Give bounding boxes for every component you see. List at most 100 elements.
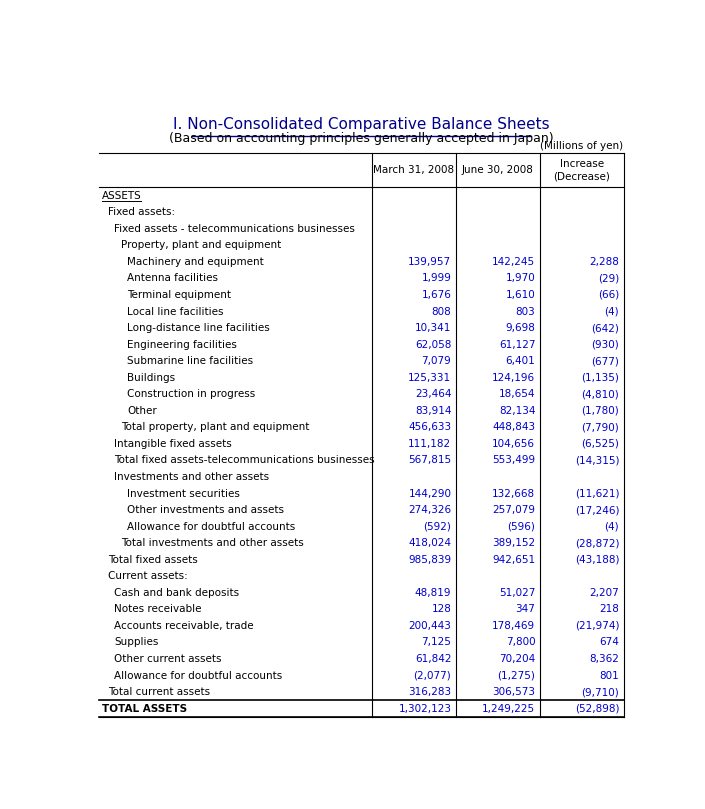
Text: Notes receivable: Notes receivable xyxy=(114,604,202,614)
Text: (592): (592) xyxy=(424,522,451,532)
Text: (642): (642) xyxy=(591,323,619,333)
Text: (43,188): (43,188) xyxy=(575,555,619,565)
Text: Total investments and other assets: Total investments and other assets xyxy=(121,538,303,549)
Text: Property, plant and equipment: Property, plant and equipment xyxy=(121,240,281,250)
Text: 2,288: 2,288 xyxy=(589,257,619,267)
Text: (1,275): (1,275) xyxy=(498,671,535,680)
Text: 61,127: 61,127 xyxy=(498,340,535,349)
Text: 1,302,123: 1,302,123 xyxy=(398,704,451,714)
Text: Accounts receivable, trade: Accounts receivable, trade xyxy=(114,621,254,631)
Text: (14,315): (14,315) xyxy=(575,455,619,465)
Text: 218: 218 xyxy=(599,604,619,614)
Text: 104,656: 104,656 xyxy=(492,438,535,449)
Text: 448,843: 448,843 xyxy=(492,422,535,432)
Text: 674: 674 xyxy=(599,637,619,647)
Text: 125,331: 125,331 xyxy=(408,373,451,383)
Text: Other: Other xyxy=(127,406,157,416)
Text: (29): (29) xyxy=(598,273,619,283)
Text: 985,839: 985,839 xyxy=(408,555,451,565)
Text: Total current assets: Total current assets xyxy=(108,687,210,697)
Text: 139,957: 139,957 xyxy=(408,257,451,267)
Text: 389,152: 389,152 xyxy=(492,538,535,549)
Text: Supplies: Supplies xyxy=(114,637,159,647)
Text: Current assets:: Current assets: xyxy=(108,571,188,581)
Text: Local line facilities: Local line facilities xyxy=(127,307,223,316)
Text: (4): (4) xyxy=(605,307,619,316)
Text: 82,134: 82,134 xyxy=(498,406,535,416)
Text: Allowance for doubtful accounts: Allowance for doubtful accounts xyxy=(114,671,283,680)
Text: 124,196: 124,196 xyxy=(492,373,535,383)
Text: 942,651: 942,651 xyxy=(492,555,535,565)
Text: 6,401: 6,401 xyxy=(505,356,535,366)
Text: TOTAL ASSETS: TOTAL ASSETS xyxy=(102,704,187,714)
Text: Cash and bank deposits: Cash and bank deposits xyxy=(114,588,240,598)
Text: 178,469: 178,469 xyxy=(492,621,535,631)
Text: 418,024: 418,024 xyxy=(408,538,451,549)
Text: 70,204: 70,204 xyxy=(499,654,535,664)
Text: (21,974): (21,974) xyxy=(575,621,619,631)
Text: 18,654: 18,654 xyxy=(498,389,535,399)
Text: 306,573: 306,573 xyxy=(492,687,535,697)
Text: 1,676: 1,676 xyxy=(422,290,451,300)
Text: Terminal equipment: Terminal equipment xyxy=(127,290,231,300)
Text: Machinery and equipment: Machinery and equipment xyxy=(127,257,264,267)
Text: 83,914: 83,914 xyxy=(415,406,451,416)
Text: Fixed assets - telecommunications businesses: Fixed assets - telecommunications busine… xyxy=(114,224,355,234)
Text: Long-distance line facilities: Long-distance line facilities xyxy=(127,323,270,333)
Text: 23,464: 23,464 xyxy=(415,389,451,399)
Text: Total property, plant and equipment: Total property, plant and equipment xyxy=(121,422,309,432)
Text: 128: 128 xyxy=(431,604,451,614)
Text: 111,182: 111,182 xyxy=(408,438,451,449)
Text: (4,810): (4,810) xyxy=(582,389,619,399)
Text: (52,898): (52,898) xyxy=(575,704,619,714)
Text: (28,872): (28,872) xyxy=(575,538,619,549)
Text: 48,819: 48,819 xyxy=(415,588,451,598)
Text: 567,815: 567,815 xyxy=(408,455,451,465)
Text: 803: 803 xyxy=(515,307,535,316)
Text: 132,668: 132,668 xyxy=(492,489,535,498)
Text: Allowance for doubtful accounts: Allowance for doubtful accounts xyxy=(127,522,295,532)
Text: 274,326: 274,326 xyxy=(408,505,451,515)
Text: Total fixed assets: Total fixed assets xyxy=(108,555,198,565)
Text: (677): (677) xyxy=(591,356,619,366)
Text: I. Non-Consolidated Comparative Balance Sheets: I. Non-Consolidated Comparative Balance … xyxy=(173,117,550,132)
Text: Investments and other assets: Investments and other assets xyxy=(114,472,269,482)
Text: 7,079: 7,079 xyxy=(422,356,451,366)
Text: 347: 347 xyxy=(515,604,535,614)
Text: (1,780): (1,780) xyxy=(582,406,619,416)
Text: 61,842: 61,842 xyxy=(415,654,451,664)
Text: (2,077): (2,077) xyxy=(414,671,451,680)
Text: Other current assets: Other current assets xyxy=(114,654,222,664)
Text: 142,245: 142,245 xyxy=(492,257,535,267)
Text: 9,698: 9,698 xyxy=(505,323,535,333)
Text: June 30, 2008: June 30, 2008 xyxy=(462,165,534,176)
Text: Fixed assets:: Fixed assets: xyxy=(108,207,176,218)
Text: 1,610: 1,610 xyxy=(505,290,535,300)
Text: 10,341: 10,341 xyxy=(415,323,451,333)
Text: 257,079: 257,079 xyxy=(492,505,535,515)
Text: (11,621): (11,621) xyxy=(575,489,619,498)
Text: Investment securities: Investment securities xyxy=(127,489,240,498)
Text: Intangible fixed assets: Intangible fixed assets xyxy=(114,438,232,449)
Text: 200,443: 200,443 xyxy=(408,621,451,631)
Text: Antenna facilities: Antenna facilities xyxy=(127,273,218,283)
Text: Construction in progress: Construction in progress xyxy=(127,389,255,399)
Text: 51,027: 51,027 xyxy=(499,588,535,598)
Text: 316,283: 316,283 xyxy=(408,687,451,697)
Text: Total fixed assets-telecommunications businesses: Total fixed assets-telecommunications bu… xyxy=(114,455,375,465)
Text: 801: 801 xyxy=(599,671,619,680)
Text: 8,362: 8,362 xyxy=(589,654,619,664)
Text: (Millions of yen): (Millions of yen) xyxy=(541,142,623,151)
Text: (7,790): (7,790) xyxy=(582,422,619,432)
Text: Submarine line facilities: Submarine line facilities xyxy=(127,356,253,366)
Text: 62,058: 62,058 xyxy=(415,340,451,349)
Text: (Based on accounting principles generally accepted in Japan): (Based on accounting principles generall… xyxy=(169,132,553,145)
Text: (1,135): (1,135) xyxy=(582,373,619,383)
Text: (596): (596) xyxy=(508,522,535,532)
Text: Other investments and assets: Other investments and assets xyxy=(127,505,284,515)
Text: (9,710): (9,710) xyxy=(582,687,619,697)
Text: 456,633: 456,633 xyxy=(408,422,451,432)
Text: ASSETS: ASSETS xyxy=(102,191,142,201)
Text: 144,290: 144,290 xyxy=(408,489,451,498)
Text: 553,499: 553,499 xyxy=(492,455,535,465)
